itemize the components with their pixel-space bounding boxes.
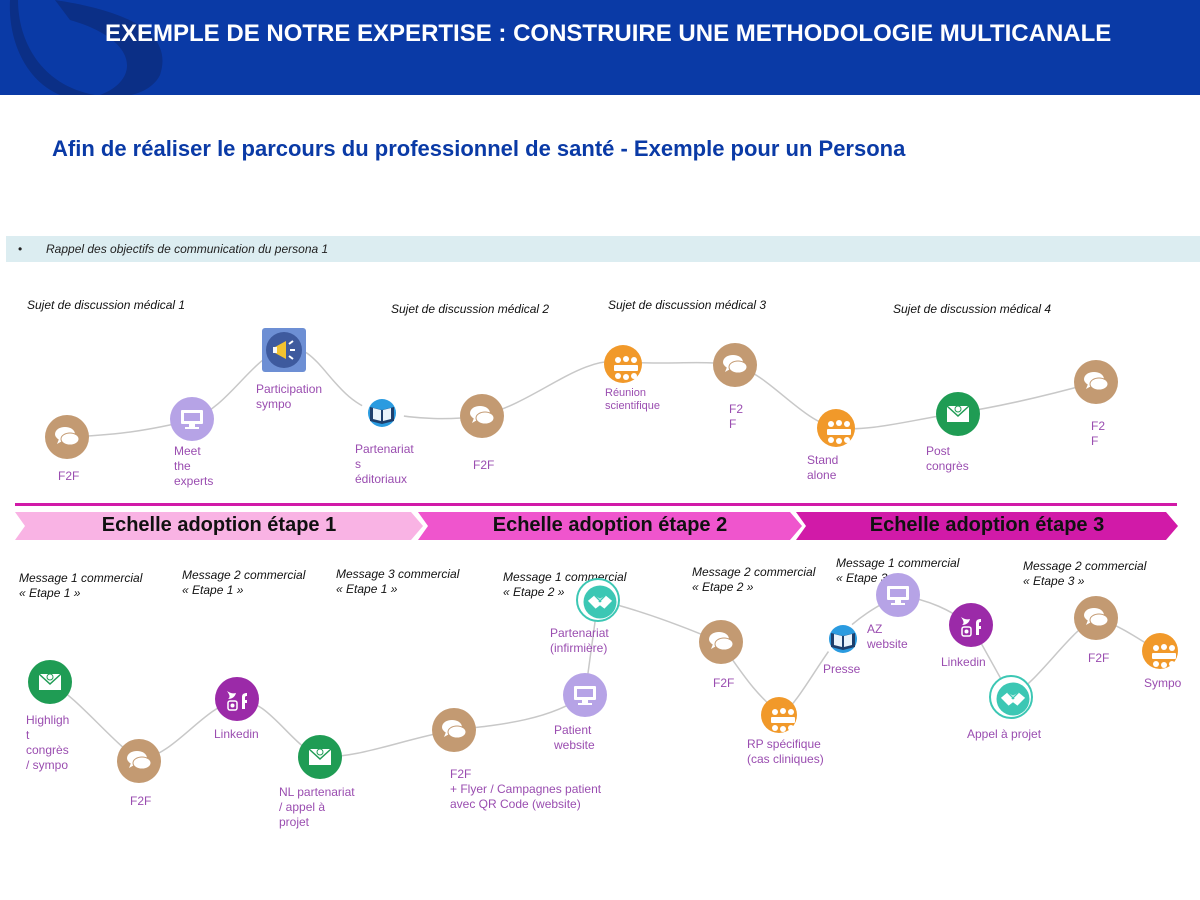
page-title: EXEMPLE DE NOTRE EXPERTISE : CONSTRUIRE … xyxy=(105,20,1112,47)
node-label: F2 F xyxy=(1091,419,1106,448)
topic-4: Sujet de discussion médical 4 xyxy=(893,302,1052,316)
stage-label-2: Echelle adoption étape 2 xyxy=(492,514,728,536)
node-label: Linkedin xyxy=(214,727,259,741)
meeting-icon xyxy=(817,409,855,447)
node-label: Highligh t congrès / sympo xyxy=(26,713,70,772)
monitor-icon xyxy=(563,673,607,717)
message-label: Message 1 commercial « Etape 1 » xyxy=(19,571,143,600)
header-bar: EXEMPLE DE NOTRE EXPERTISE : CONSTRUIRE … xyxy=(0,0,1200,95)
node-label: Sympo xyxy=(1144,676,1182,690)
chat-icon xyxy=(1074,360,1118,404)
node-label: F2F + Flyer / Campagnes patient avec QR … xyxy=(450,767,602,811)
node-label: Participation sympo xyxy=(256,382,323,411)
book-icon xyxy=(360,393,404,437)
node-label: RP spécifique (cas cliniques) xyxy=(747,737,824,766)
message-label: Message 2 commercial « Etape 1 » xyxy=(182,568,306,597)
handshake-icon xyxy=(989,675,1033,719)
node-label: Post congrès xyxy=(926,444,969,473)
banner-text: Rappel des objectifs de communication du… xyxy=(46,242,329,256)
node-label: F2F xyxy=(713,676,735,690)
chat-icon xyxy=(460,394,504,438)
megaphone-icon xyxy=(262,328,306,372)
meeting-icon xyxy=(604,345,642,383)
meeting-icon xyxy=(1142,633,1178,669)
stage-arrow-2: Echelle adoption étape 2 xyxy=(418,512,802,540)
node-label: F2F xyxy=(58,469,80,483)
node-label: Meet the experts xyxy=(174,444,214,488)
message-label: Message 2 commercial « Etape 3 » xyxy=(1023,559,1147,588)
stage-arrow-1: Echelle adoption étape 1 xyxy=(15,512,423,540)
message-label: Message 1 commercial « Etape 2 » xyxy=(503,570,627,599)
book-icon xyxy=(821,619,857,655)
node-label: Patient website xyxy=(554,723,595,752)
node-label: Stand alone xyxy=(807,453,839,482)
message-label: Message 2 commercial « Etape 2 » xyxy=(692,565,816,594)
meeting-icon xyxy=(761,697,797,733)
topic-3: Sujet de discussion médical 3 xyxy=(608,298,767,312)
node-label: F2F xyxy=(130,794,152,808)
subtitle: Afin de réaliser le parcours du professi… xyxy=(52,136,906,161)
monitor-icon xyxy=(876,573,920,617)
node-label: F2F xyxy=(1088,651,1110,665)
chat-icon xyxy=(713,343,757,387)
node-label: Réunion scientifique xyxy=(605,387,661,412)
social-icon xyxy=(949,603,993,647)
email-icon xyxy=(28,660,72,704)
banner-bullet: • xyxy=(18,242,23,256)
email-icon xyxy=(936,392,980,436)
stage-label-1: Echelle adoption étape 1 xyxy=(101,514,337,536)
node-label: F2 F xyxy=(729,402,744,431)
monitor-icon xyxy=(170,397,214,441)
node-label: NL partenariat / appel à projet xyxy=(279,785,355,829)
node-label: Partenariat (infirmière) xyxy=(550,626,609,655)
node-label: Linkedin xyxy=(941,655,986,669)
node-label: F2F xyxy=(473,458,495,472)
node-label: AZ website xyxy=(867,622,908,651)
node-label: Appel à projet xyxy=(967,727,1042,741)
message-label: Message 3 commercial « Etape 1 » xyxy=(336,567,460,596)
stage-label-3: Echelle adoption étape 3 xyxy=(869,514,1105,536)
chat-icon xyxy=(117,739,161,783)
stage-arrow-3: Echelle adoption étape 3 xyxy=(796,512,1178,540)
stage-divider xyxy=(15,503,1177,506)
email-icon xyxy=(298,735,342,779)
handshake-icon xyxy=(576,578,620,622)
logo-shape xyxy=(9,0,163,95)
node-label: Presse xyxy=(823,662,861,676)
chat-icon xyxy=(45,415,89,459)
topic-2: Sujet de discussion médical 2 xyxy=(391,302,550,316)
chat-icon xyxy=(432,708,476,752)
chat-icon xyxy=(699,620,743,664)
node-label: Partenariat s éditoriaux xyxy=(355,442,414,486)
topic-1: Sujet de discussion médical 1 xyxy=(27,298,186,312)
chat-icon xyxy=(1074,596,1118,640)
objectives-banner: • Rappel des objectifs de communication … xyxy=(6,236,1200,262)
social-icon xyxy=(215,677,259,721)
